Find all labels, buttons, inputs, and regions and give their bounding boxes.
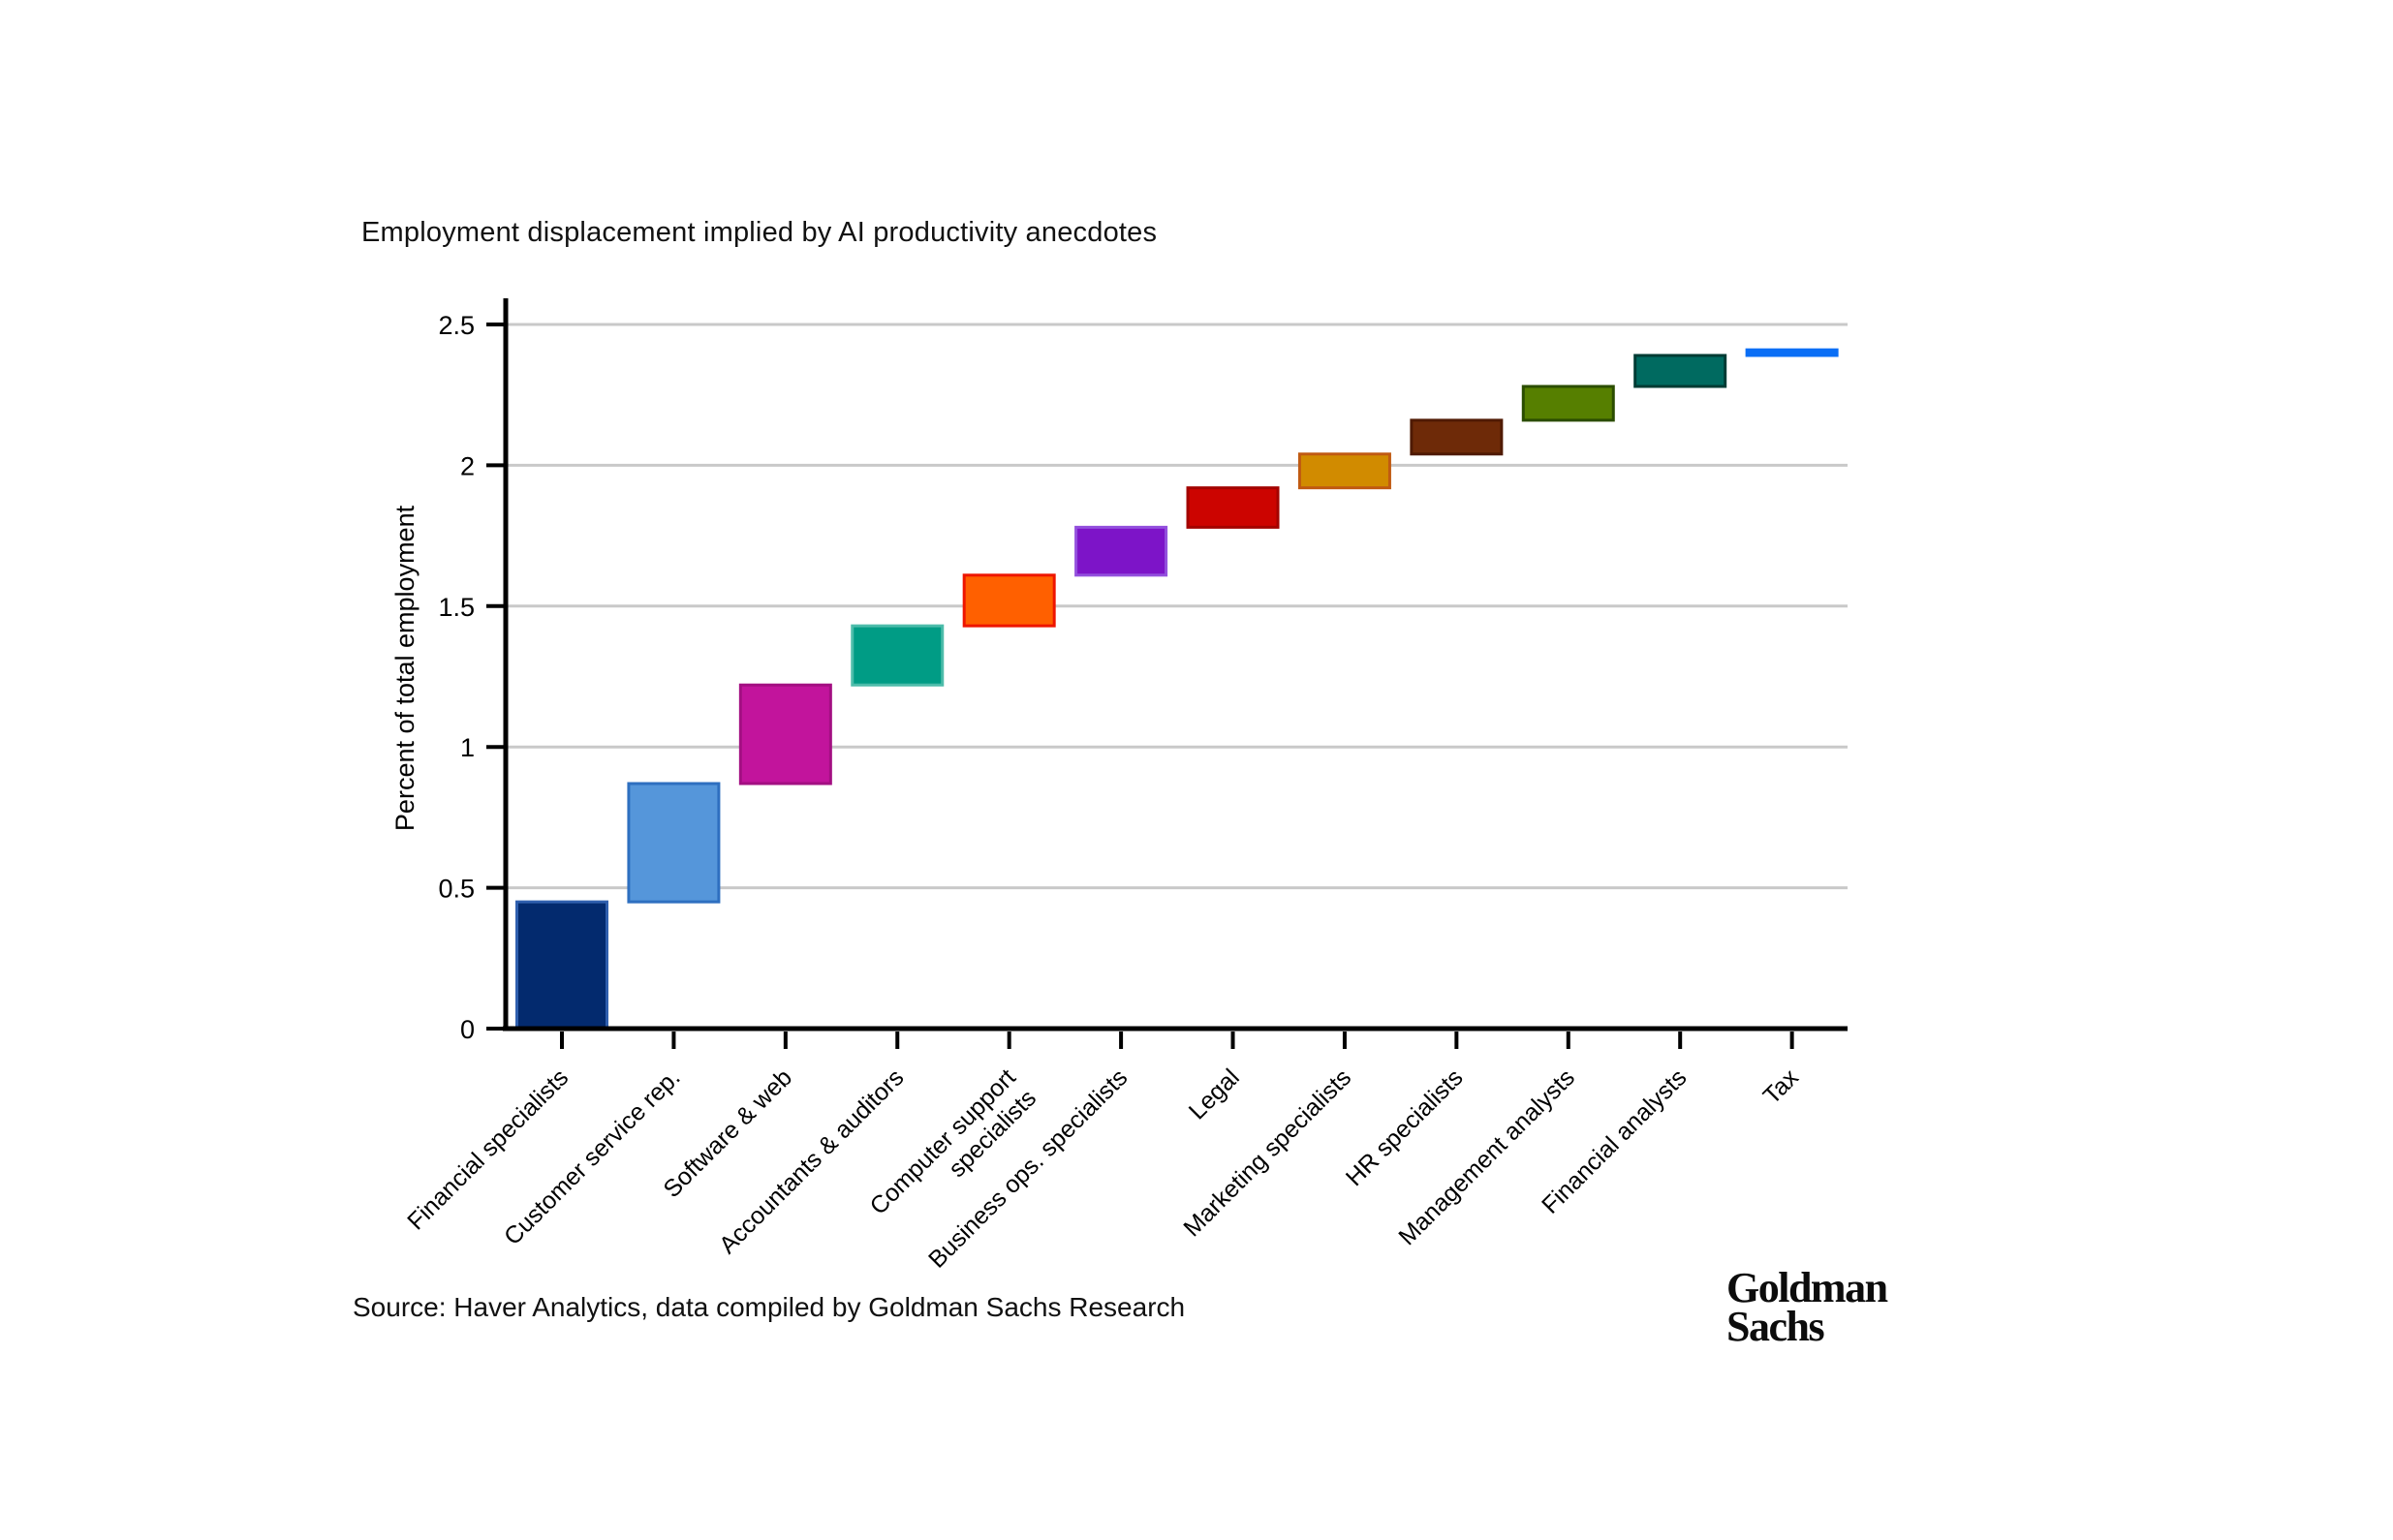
bar-tax xyxy=(1745,348,1839,357)
y-tick-label-1.5: 1.5 xyxy=(438,593,475,622)
bar-business-ops-specialists xyxy=(1074,525,1168,577)
bar-accountants-auditors xyxy=(851,624,945,687)
bar-hr-specialists xyxy=(1410,418,1504,456)
bar-financial-analysts xyxy=(1633,354,1727,388)
bar-customer-service-rep- xyxy=(627,782,721,904)
logo-line-1: Goldman xyxy=(1726,1264,1888,1311)
source-note: Source: Haver Analytics, data compiled b… xyxy=(353,1292,1186,1322)
y-tick-label-2: 2 xyxy=(460,451,475,480)
bar-management-analysts xyxy=(1521,385,1615,422)
x-label-accountants-auditors: Accountants & auditors xyxy=(714,1063,910,1259)
x-label-legal: Legal xyxy=(1184,1063,1245,1124)
chart-title: Employment displacement implied by AI pr… xyxy=(361,217,1158,248)
y-tick-label-1: 1 xyxy=(460,733,475,762)
x-label-tax: Tax xyxy=(1758,1063,1805,1110)
y-tick-label-2.5: 2.5 xyxy=(438,311,475,340)
logo-line-2: Sachs xyxy=(1726,1303,1825,1351)
y-axis-title: Percent of total employment xyxy=(390,505,420,831)
bar-software-web xyxy=(738,683,832,785)
x-label-hr-specialists: HR specialists xyxy=(1341,1063,1469,1191)
bar-computer-support-specialists xyxy=(962,573,1056,628)
bar-marketing-specialists xyxy=(1297,452,1391,490)
y-tick-label-0.5: 0.5 xyxy=(438,875,475,904)
bar-financial-specialists xyxy=(515,900,608,1031)
y-tick-label-0: 0 xyxy=(460,1015,475,1044)
goldman-sachs-logo: Goldman Sachs xyxy=(1726,1264,1888,1351)
bar-legal xyxy=(1186,486,1280,529)
